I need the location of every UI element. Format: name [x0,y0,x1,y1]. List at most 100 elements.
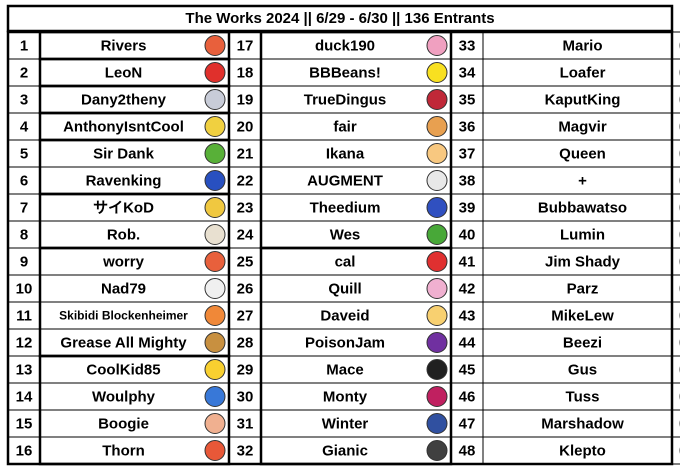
player-name: + [578,172,587,189]
player-name: KaputKing [545,91,621,108]
player-name: サイKoD [93,199,154,216]
player-name: Winter [322,415,369,432]
player-name: Lumin [560,226,605,243]
rank: 6 [20,172,28,189]
player-name: Ikana [326,145,365,162]
rank: 47 [459,415,476,432]
player-name: MikeLew [551,307,614,324]
rank: 2 [20,64,28,81]
rank: 28 [237,334,254,351]
rank: 45 [459,361,476,378]
player-name: AUGMENT [307,172,383,189]
character-icon [204,143,226,164]
rank: 37 [459,145,476,162]
character-icon [204,332,226,353]
character-icon [426,197,448,218]
outer-border [6,30,674,466]
rank: 15 [16,415,33,432]
player-name: Klepto [559,442,606,459]
player-name: Mace [326,361,364,378]
title: The Works 2024 || 6/29 - 6/30 || 136 Ent… [185,10,494,27]
rank: 31 [237,415,254,432]
player-name: Quill [328,280,361,297]
player-name: Bubbawatso [538,199,627,216]
rank: 19 [237,91,254,108]
player-name: Wes [330,226,361,243]
character-icon [204,386,226,407]
character-icon [204,170,226,191]
player-name: Gianic [322,442,368,459]
rank: 48 [459,442,476,459]
player-name: PoisonJam [305,334,385,351]
rank: 46 [459,388,476,405]
rank: 35 [459,91,476,108]
character-icon [426,62,448,83]
rank: 32 [237,442,254,459]
player-name: Mario [562,37,602,54]
rank: 18 [237,64,254,81]
rank: 25 [237,253,254,270]
rank: 10 [16,280,33,297]
rank: 16 [16,442,33,459]
rank: 30 [237,388,254,405]
character-icon [426,332,448,353]
rank: 1 [20,37,28,54]
character-icon [426,89,448,110]
player-name: LeoN [105,64,143,81]
rank: 42 [459,280,476,297]
rank: 33 [459,37,476,54]
rank: 43 [459,307,476,324]
player-name: TrueDingus [304,91,387,108]
rank: 40 [459,226,476,243]
rank: 39 [459,199,476,216]
character-icon [426,278,448,299]
player-name: Beezi [563,334,602,351]
rank: 4 [20,118,29,135]
player-name: Tuss [566,388,600,405]
player-name: fair [333,118,357,135]
player-name: Loafer [560,64,606,81]
player-name: Marshadow [541,415,624,432]
player-name: Queen [559,145,606,162]
character-icon [426,359,448,380]
player-name: Magvir [558,118,607,135]
rank: 36 [459,118,476,135]
rank: 20 [237,118,254,135]
rank: 24 [237,226,254,243]
rank: 5 [20,145,28,162]
player-name: Daveid [320,307,369,324]
rank: 13 [16,361,33,378]
character-icon [426,143,448,164]
character-icon [426,116,448,137]
player-name: Ravenking [86,172,162,189]
rank: 22 [237,172,254,189]
player-name: Skibidi Blockenheimer [59,309,188,323]
character-icon [204,197,226,218]
character-icon [204,359,226,380]
player-name: Gus [568,361,597,378]
character-icon [204,62,226,83]
rank: 9 [20,253,28,270]
character-icon [204,35,226,56]
rank: 34 [459,64,476,81]
character-icon [204,305,226,326]
rank: 41 [459,253,476,270]
player-name: CoolKid85 [86,361,160,378]
character-icon [204,224,226,245]
character-icon [204,89,226,110]
player-name: Thorn [102,442,145,459]
player-name: worry [102,253,145,270]
character-icon [204,116,226,137]
character-icon [426,386,448,407]
rank: 21 [237,145,254,162]
character-icon [426,305,448,326]
player-name: Dany2theny [81,91,167,108]
player-name: BBBeans! [309,64,381,81]
rank: 29 [237,361,254,378]
character-icon [426,224,448,245]
player-name: Sir Dank [93,145,155,162]
rank: 3 [20,91,28,108]
rank: 44 [459,334,476,351]
rank: 38 [459,172,476,189]
